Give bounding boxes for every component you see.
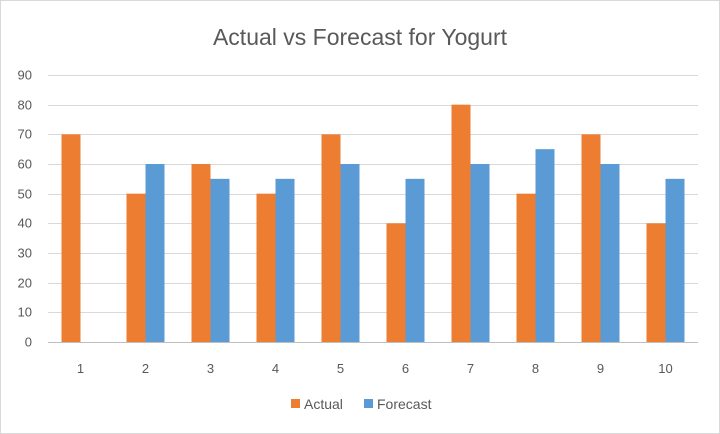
bars [61, 104, 685, 343]
bar-forecast-10 [665, 178, 685, 342]
bar-forecast-9 [600, 164, 620, 342]
x-tick-label: 2 [142, 361, 149, 376]
legend-swatch-forecast [364, 399, 373, 408]
bar-forecast-4 [275, 178, 295, 342]
x-tick-label: 9 [597, 361, 604, 376]
bar-actual-5 [321, 134, 341, 342]
y-tick-label: 60 [18, 157, 32, 172]
y-tick-label: 10 [18, 305, 32, 320]
bar-actual-8 [516, 193, 536, 342]
y-tick-label: 20 [18, 276, 32, 291]
bar-forecast-3 [210, 178, 230, 342]
y-tick-label: 80 [18, 98, 32, 113]
bar-forecast-5 [340, 164, 360, 342]
bar-forecast-8 [535, 149, 555, 342]
bar-actual-10 [646, 223, 666, 342]
y-tick-label: 50 [18, 187, 32, 202]
bar-actual-7 [451, 104, 471, 343]
y-tick-label: 90 [18, 68, 32, 83]
x-tick-label: 10 [658, 361, 672, 376]
y-tick-label: 30 [18, 246, 32, 261]
bar-forecast-2 [145, 164, 165, 342]
chart-title: Actual vs Forecast for Yogurt [213, 24, 508, 50]
y-tick-label: 40 [18, 216, 32, 231]
bar-actual-2 [126, 193, 146, 342]
y-tick-label: 0 [25, 335, 32, 350]
bar-actual-6 [386, 223, 406, 342]
y-tick-label: 70 [18, 127, 32, 142]
bar-actual-4 [256, 193, 276, 342]
legend-swatch-actual [291, 399, 300, 408]
x-tick-label: 1 [77, 361, 84, 376]
bar-forecast-7 [470, 164, 490, 342]
x-axis-ticks: 1 2 3 4 5 6 7 8 9 10 [77, 361, 673, 376]
x-tick-label: 7 [467, 361, 474, 376]
bar-forecast-6 [405, 178, 425, 342]
legend: Actual Forecast [291, 396, 432, 412]
y-axis-ticks: 0 10 20 30 40 50 60 70 80 90 [18, 68, 32, 350]
x-tick-label: 4 [272, 361, 279, 376]
x-tick-label: 6 [402, 361, 409, 376]
legend-label-actual: Actual [304, 396, 343, 412]
x-tick-label: 5 [337, 361, 344, 376]
bar-actual-9 [581, 134, 601, 342]
bar-actual-1 [61, 134, 81, 342]
legend-label-forecast: Forecast [377, 396, 432, 412]
bar-actual-3 [191, 164, 211, 342]
x-tick-label: 8 [532, 361, 539, 376]
x-tick-label: 3 [207, 361, 214, 376]
